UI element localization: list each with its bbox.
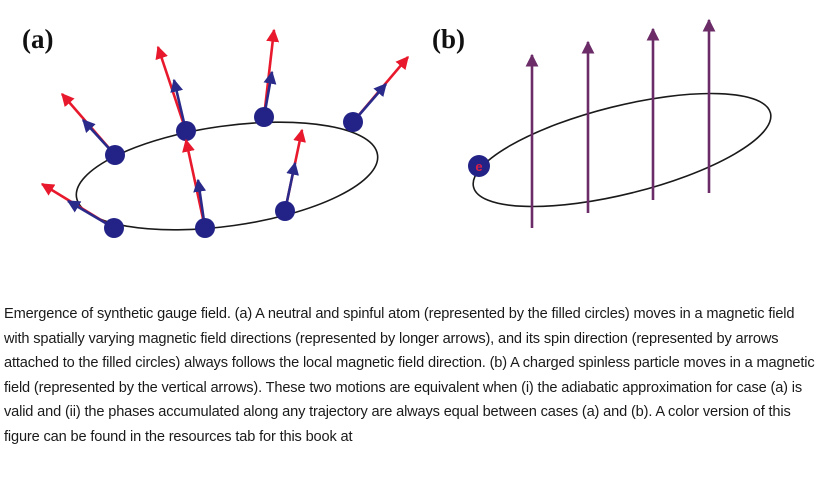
- panel-b: (b) e: [432, 18, 772, 228]
- atom-circle: [254, 107, 274, 127]
- atom-circle: [195, 218, 215, 238]
- spinful-atom: [182, 138, 215, 238]
- panel-a-label: (a): [22, 24, 53, 54]
- spinful-atom: [40, 182, 124, 238]
- charged-particle: e: [468, 155, 490, 177]
- atom-circle: [343, 112, 363, 132]
- orbit-b: [472, 92, 772, 208]
- electron-label: e: [475, 159, 482, 174]
- spinful-atom: [254, 28, 280, 127]
- figure-caption: Emergence of synthetic gauge field. (a) …: [4, 306, 815, 445]
- particle-circle: [468, 155, 490, 177]
- atom-circle: [104, 218, 124, 238]
- orbit-a: [75, 121, 379, 231]
- panel-a: (a): [22, 24, 409, 238]
- panel-b-label: (b): [432, 24, 465, 54]
- atom-circle: [275, 201, 295, 221]
- spinful-atom: [343, 56, 409, 132]
- spinful-atom: [61, 93, 125, 165]
- atom-circle: [176, 121, 196, 141]
- spinful-atom: [155, 45, 196, 141]
- spinful-atom: [275, 128, 306, 221]
- atom-circle: [105, 145, 125, 165]
- figure: (a): [22, 18, 772, 238]
